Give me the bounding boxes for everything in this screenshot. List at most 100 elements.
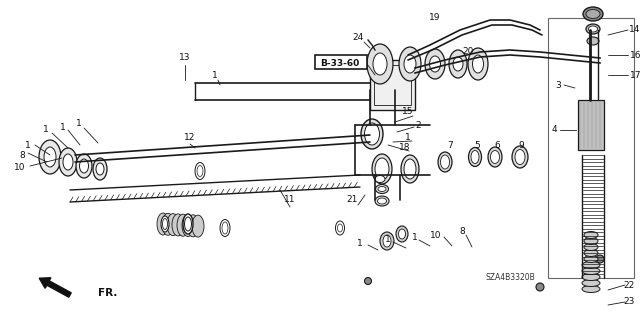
Ellipse shape (440, 155, 449, 169)
Ellipse shape (184, 217, 191, 231)
Text: 10: 10 (14, 164, 26, 173)
Bar (315, 55, 367, 69)
Ellipse shape (383, 235, 391, 247)
Text: 12: 12 (184, 133, 196, 143)
Bar (548, 18, 634, 278)
Ellipse shape (512, 146, 528, 168)
Ellipse shape (162, 213, 174, 235)
Ellipse shape (182, 214, 194, 236)
Ellipse shape (399, 229, 406, 239)
Ellipse shape (596, 255, 604, 263)
FancyArrow shape (39, 278, 71, 297)
Ellipse shape (335, 221, 344, 235)
Text: 8: 8 (459, 227, 465, 236)
Ellipse shape (582, 262, 600, 269)
Text: 6: 6 (494, 140, 500, 150)
Text: 7: 7 (447, 140, 453, 150)
Ellipse shape (172, 214, 184, 236)
Text: 1: 1 (43, 125, 49, 135)
Text: 20: 20 (462, 48, 474, 56)
Text: FR.: FR. (98, 288, 117, 298)
Ellipse shape (438, 152, 452, 172)
Ellipse shape (192, 215, 204, 237)
Ellipse shape (396, 226, 408, 242)
Ellipse shape (582, 273, 600, 280)
Ellipse shape (584, 249, 598, 256)
Ellipse shape (367, 44, 393, 84)
Ellipse shape (59, 148, 77, 176)
Text: 17: 17 (630, 70, 640, 79)
Text: 2: 2 (415, 121, 421, 130)
Ellipse shape (177, 214, 189, 236)
Ellipse shape (582, 286, 600, 293)
Ellipse shape (44, 147, 56, 167)
Ellipse shape (365, 123, 380, 145)
Ellipse shape (584, 243, 598, 250)
Ellipse shape (449, 50, 467, 78)
Ellipse shape (468, 48, 488, 80)
Ellipse shape (582, 279, 600, 286)
Ellipse shape (365, 278, 371, 285)
Text: B-33-60: B-33-60 (321, 60, 360, 69)
Ellipse shape (515, 150, 525, 165)
Ellipse shape (589, 26, 598, 32)
Ellipse shape (584, 238, 598, 244)
Text: 9: 9 (518, 140, 524, 150)
Ellipse shape (587, 37, 599, 45)
Ellipse shape (93, 158, 107, 180)
Text: 23: 23 (623, 298, 635, 307)
Ellipse shape (378, 187, 386, 191)
Text: 24: 24 (353, 33, 364, 42)
Text: 4: 4 (551, 125, 557, 135)
Ellipse shape (453, 57, 463, 71)
Text: 10: 10 (430, 231, 442, 240)
Ellipse shape (161, 216, 169, 232)
Text: 1: 1 (405, 133, 411, 143)
Text: 14: 14 (628, 26, 640, 34)
Ellipse shape (375, 196, 389, 206)
Text: 1: 1 (385, 235, 391, 244)
Ellipse shape (586, 24, 600, 34)
Ellipse shape (222, 222, 228, 234)
Ellipse shape (404, 159, 416, 179)
Ellipse shape (63, 154, 73, 170)
Ellipse shape (337, 224, 342, 232)
Ellipse shape (429, 56, 440, 72)
Ellipse shape (39, 140, 61, 174)
Text: 18: 18 (399, 144, 411, 152)
Ellipse shape (157, 213, 169, 235)
Text: 1: 1 (25, 140, 31, 150)
Text: 1: 1 (60, 122, 66, 131)
Text: 8: 8 (19, 151, 25, 160)
Text: 13: 13 (179, 53, 191, 62)
Ellipse shape (76, 154, 92, 178)
Text: 11: 11 (284, 196, 296, 204)
Ellipse shape (582, 268, 600, 275)
Text: 16: 16 (630, 50, 640, 60)
Ellipse shape (220, 219, 230, 236)
Ellipse shape (163, 219, 168, 229)
Ellipse shape (471, 151, 479, 164)
Text: 1: 1 (412, 233, 418, 241)
Text: 3: 3 (555, 80, 561, 90)
Ellipse shape (584, 232, 598, 239)
Ellipse shape (183, 214, 193, 234)
Text: 1: 1 (212, 70, 218, 79)
Ellipse shape (197, 166, 203, 176)
Ellipse shape (490, 151, 499, 164)
Ellipse shape (488, 147, 502, 167)
Ellipse shape (96, 163, 104, 175)
Ellipse shape (361, 119, 383, 149)
Ellipse shape (586, 10, 600, 19)
Bar (578, 100, 604, 150)
Ellipse shape (536, 283, 544, 291)
Text: 1: 1 (357, 239, 363, 248)
Bar (370, 60, 415, 110)
Text: 1: 1 (76, 120, 82, 129)
Ellipse shape (195, 162, 205, 180)
Ellipse shape (167, 214, 179, 236)
Ellipse shape (378, 198, 387, 204)
Ellipse shape (375, 158, 389, 180)
Ellipse shape (380, 232, 394, 250)
Text: 21: 21 (346, 196, 358, 204)
